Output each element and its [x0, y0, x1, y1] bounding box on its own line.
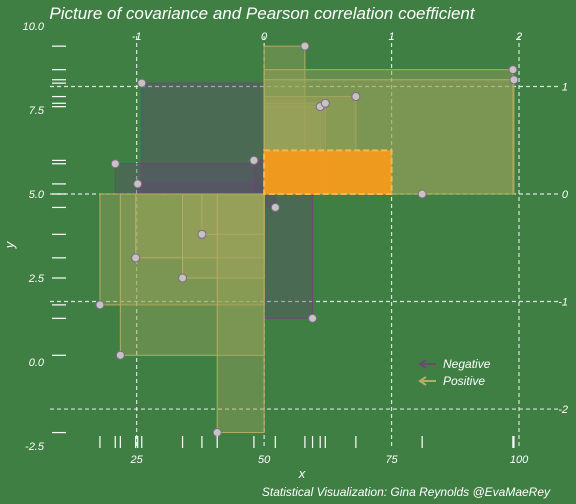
data-point — [270, 202, 280, 212]
data-point — [417, 189, 427, 199]
x-tick-label: 75 — [385, 454, 398, 466]
data-point — [508, 65, 518, 75]
z-tick-right-label: 1 — [562, 81, 568, 93]
y-tick-label: 2.5 — [28, 273, 45, 285]
data-point — [351, 92, 361, 102]
data-point — [300, 41, 310, 51]
negative-rectangle — [263, 193, 314, 319]
z-tick-right-label: -2 — [558, 404, 568, 416]
x-axis-title: x — [298, 466, 306, 481]
data-point — [110, 159, 120, 169]
data-point — [249, 155, 259, 165]
z-tick-right-label: -1 — [558, 297, 568, 309]
data-point — [133, 179, 143, 189]
data-point — [509, 75, 519, 85]
data-point — [178, 273, 188, 283]
z-tick-top-label: 0 — [261, 31, 268, 43]
negative-rectangle — [141, 82, 265, 195]
negative-rectangle — [253, 159, 265, 195]
data-point — [308, 313, 318, 323]
positive-rectangle — [201, 193, 265, 235]
legend-item: Negative — [418, 357, 491, 371]
caption: Statistical Visualization: Gina Reynolds… — [262, 485, 551, 499]
data-point — [131, 253, 141, 263]
legend: Negative Positive — [418, 357, 491, 388]
axes: 25 50 75 100 -2.5 0.0 2.5 5.0 7.5 10.0 -1 0 1 2 1 0 -1 -2 — [23, 21, 569, 466]
legend-item: Positive — [418, 374, 485, 388]
data-point — [212, 428, 222, 438]
data-points — [95, 41, 519, 438]
rug-marks — [52, 45, 515, 448]
x-tick-label: 25 — [130, 454, 144, 466]
z-tick-top-label: 2 — [515, 31, 522, 43]
correlation-rectangle — [263, 149, 393, 196]
positive-rectangle — [119, 193, 265, 356]
data-point — [137, 78, 147, 88]
legend-arrow — [418, 359, 427, 369]
positive-rectangle — [99, 193, 265, 306]
covariance-rectangles — [99, 45, 515, 434]
x-tick-label: 50 — [258, 454, 271, 466]
y-tick-label: 7.5 — [29, 105, 45, 117]
data-point — [115, 350, 125, 360]
y-tick-label: -2.5 — [25, 441, 45, 453]
positive-rectangle — [182, 193, 265, 279]
z-tick-top-label: 1 — [389, 31, 395, 43]
data-point — [197, 229, 207, 239]
x-tick-label: 100 — [510, 454, 529, 466]
data-point — [320, 98, 330, 108]
z-tick-top-label: -1 — [132, 31, 142, 43]
y-axis-title: y — [2, 240, 17, 249]
z-tick-right-label: 0 — [562, 189, 569, 201]
y-tick-label: 10.0 — [23, 21, 45, 33]
y-tick-label: 5.0 — [29, 189, 45, 201]
positive-rectangle — [135, 193, 265, 259]
negative-rectangle — [114, 163, 265, 195]
positive-rectangle — [216, 193, 265, 434]
correlation-box — [263, 149, 393, 196]
y-tick-label: 0.0 — [29, 357, 45, 369]
legend-label: Positive — [443, 374, 485, 388]
legend-arrow — [418, 376, 427, 386]
data-point — [95, 300, 105, 310]
chart-title: Picture of covariance and Pearson correl… — [49, 4, 476, 23]
legend-label: Negative — [443, 357, 491, 371]
